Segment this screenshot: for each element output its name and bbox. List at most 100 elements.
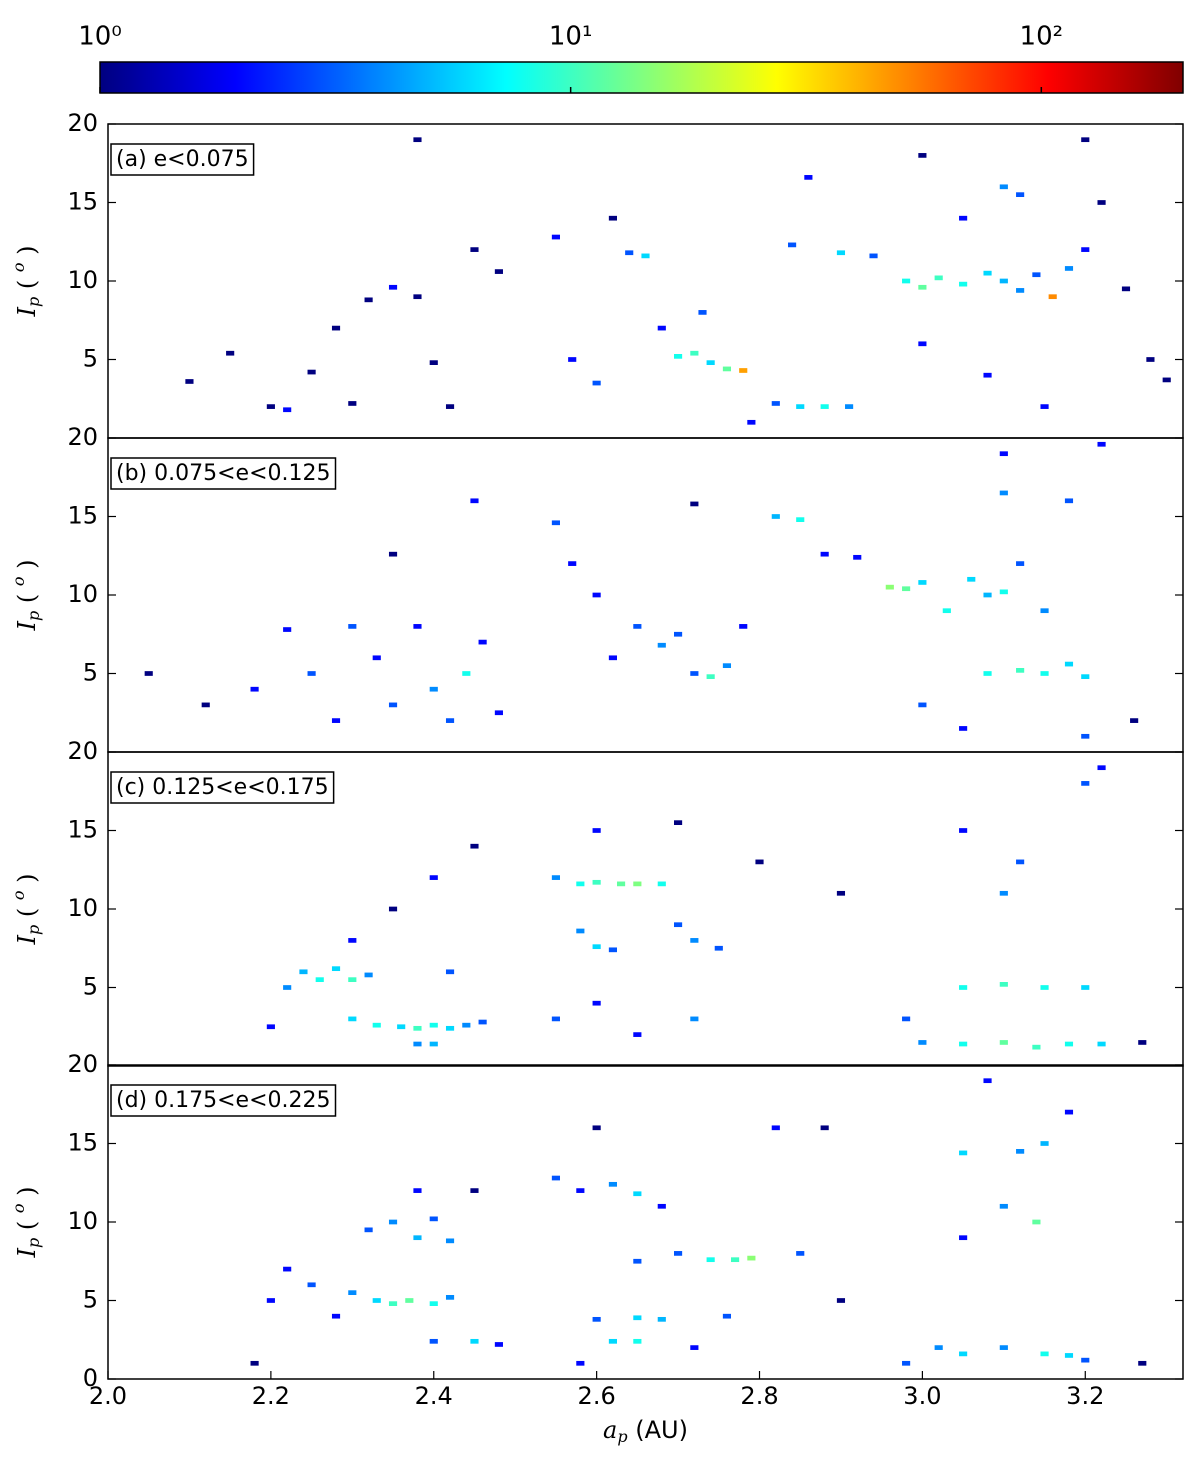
heatmap-cell	[429, 1022, 438, 1028]
heatmap-cell	[283, 627, 292, 632]
x-label-sub: p	[617, 1427, 627, 1446]
heatmap-cell	[674, 820, 683, 826]
heatmap-cell	[1040, 1351, 1049, 1357]
heatmap-cell	[388, 1301, 398, 1306]
heatmap-cell	[983, 270, 992, 276]
y-tick-label: 15	[67, 1129, 98, 1157]
heatmap-cell	[674, 354, 683, 359]
heatmap-cell	[429, 1041, 438, 1047]
heatmap-cell	[1016, 561, 1025, 566]
heatmap-cell	[690, 1016, 699, 1022]
heatmap-cell	[1064, 1353, 1074, 1358]
heatmap-cell	[266, 1024, 275, 1030]
y-tick-label: 0	[83, 1364, 98, 1392]
heatmap-cell	[413, 1235, 422, 1241]
heatmap-cell	[1048, 294, 1057, 300]
heatmap-cell	[942, 608, 951, 614]
y-axis-label: Ip ( o )	[9, 560, 43, 632]
heatmap-cell	[959, 215, 968, 221]
heatmap-cell	[592, 380, 601, 386]
heatmap-cell	[698, 310, 707, 315]
heatmap-cell	[348, 977, 357, 983]
y-label-sup: o	[9, 263, 28, 273]
heatmap-cell	[722, 663, 732, 669]
heatmap-cell	[1064, 266, 1074, 271]
heatmap-cell	[1097, 765, 1106, 771]
x-tick-label: 2.6	[578, 1382, 616, 1410]
heatmap-cell	[820, 551, 829, 557]
heatmap-cell	[445, 718, 455, 723]
heatmap-cell	[1081, 985, 1090, 990]
heatmap-cell	[918, 580, 927, 585]
heatmap-cell	[331, 1313, 341, 1319]
heatmap-cell	[445, 1238, 455, 1244]
colorbar-tick-label: 10¹	[549, 22, 593, 52]
heatmap-cell	[999, 890, 1008, 896]
x-tick-label: 2.8	[740, 1382, 778, 1410]
heatmap-cell	[576, 881, 585, 887]
heatmap-cell	[853, 554, 862, 560]
panel-label: (c) 0.125<e<0.175	[116, 775, 329, 800]
panel-label-box	[110, 1084, 337, 1117]
heatmap-cell	[462, 671, 471, 676]
heatmap-cell	[1032, 1044, 1041, 1050]
heatmap-cell	[1081, 137, 1090, 143]
heatmap-cell	[315, 977, 324, 983]
heatmap-cell	[771, 1125, 780, 1131]
heatmap-cell	[633, 1315, 642, 1321]
heatmap-cell	[934, 1345, 943, 1350]
y-tick-label: 20	[67, 737, 98, 765]
y-tick-label: 10	[67, 580, 98, 608]
heatmap-cell	[185, 379, 194, 384]
heatmap-cell	[551, 1016, 560, 1022]
y-tick-label: 10	[67, 1207, 98, 1235]
heatmap-cell	[1016, 668, 1025, 673]
colorbar-tick-label: 10⁰	[78, 22, 122, 52]
y-tick-label: 10	[67, 266, 98, 294]
y-tick-label: 5	[83, 345, 98, 373]
y-axis-label: Ip ( o )	[9, 874, 43, 946]
heatmap-cell	[657, 1316, 666, 1322]
heatmap-cell	[722, 366, 732, 372]
heatmap-cell	[1064, 1041, 1074, 1047]
heatmap-cell	[902, 1016, 911, 1022]
panel-label-group: (a) e<0.075	[110, 143, 255, 176]
heatmap-cell	[388, 1219, 398, 1225]
heatmap-cell	[576, 1360, 585, 1366]
heatmap-cell	[445, 404, 455, 409]
heatmap-cell	[592, 1000, 601, 1006]
heatmap-cell	[372, 1022, 381, 1028]
heatmap-cell	[551, 1175, 560, 1181]
heatmap-cell	[470, 247, 479, 252]
heatmap-cell	[959, 281, 968, 287]
y-label-sub: p	[24, 297, 43, 307]
y-tick-label: 5	[83, 659, 98, 687]
heatmap-cell	[470, 1188, 479, 1193]
y-label-sup: o	[9, 891, 28, 901]
heatmap-cell	[551, 520, 560, 526]
heatmap-cell	[592, 879, 601, 885]
y-tick-label: 15	[67, 188, 98, 216]
heatmap-cell	[1040, 1141, 1049, 1146]
heatmap-cell	[608, 1181, 617, 1187]
heatmap-cell	[674, 922, 683, 928]
y-label-sub: p	[24, 611, 43, 621]
heatmap-cell	[1121, 286, 1131, 292]
panel-label: (b) 0.075<e<0.125	[116, 461, 331, 486]
heatmap-cell	[885, 584, 894, 590]
panel-label-box	[110, 143, 255, 176]
heatmap-cell	[348, 1016, 357, 1022]
heatmap-cell	[397, 1024, 406, 1030]
y-label-unit: (	[13, 900, 41, 925]
heatmap-cell	[1097, 441, 1106, 447]
heatmap-cell	[902, 1360, 911, 1366]
heatmap-cell	[608, 1338, 617, 1344]
heatmap-cell	[771, 401, 780, 406]
heatmap-cell	[999, 184, 1008, 190]
panel-label: (d) 0.175<e<0.225	[116, 1088, 331, 1113]
heatmap-cell	[413, 624, 422, 629]
heatmap-cell	[429, 875, 438, 880]
heatmap-cell	[494, 1342, 503, 1347]
